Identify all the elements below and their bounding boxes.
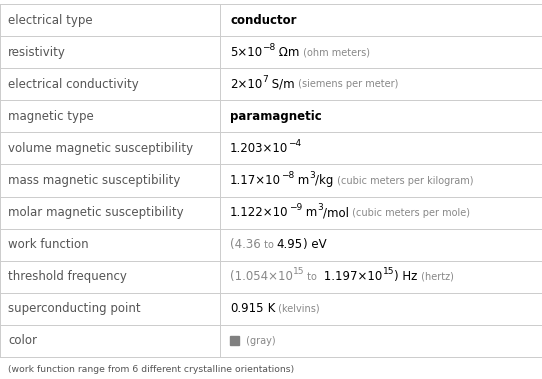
Text: −4: −4 xyxy=(288,139,301,148)
Text: work function: work function xyxy=(8,238,89,251)
Text: ) eV: ) eV xyxy=(303,238,326,251)
Text: 5×10: 5×10 xyxy=(230,45,262,59)
Text: m: m xyxy=(302,206,317,219)
Text: magnetic type: magnetic type xyxy=(8,110,94,123)
Text: mass magnetic susceptibility: mass magnetic susceptibility xyxy=(8,174,180,187)
Text: K: K xyxy=(263,302,275,315)
Bar xyxy=(230,337,239,345)
Text: electrical type: electrical type xyxy=(8,14,93,27)
Text: electrical conductivity: electrical conductivity xyxy=(8,78,139,91)
Text: superconducting point: superconducting point xyxy=(8,302,140,315)
Text: (4.36: (4.36 xyxy=(230,238,261,251)
Text: to: to xyxy=(261,240,277,250)
Text: (hertz): (hertz) xyxy=(417,272,454,282)
Text: 3: 3 xyxy=(317,203,323,212)
Text: (kelvins): (kelvins) xyxy=(275,304,320,314)
Text: 1.17×10: 1.17×10 xyxy=(230,174,281,187)
Text: (siemens per meter): (siemens per meter) xyxy=(295,79,398,89)
Text: m: m xyxy=(294,174,309,187)
Text: −8: −8 xyxy=(262,43,275,52)
Text: (ohm meters): (ohm meters) xyxy=(300,47,370,57)
Text: S/m: S/m xyxy=(268,78,295,91)
Text: −9: −9 xyxy=(288,203,302,212)
Text: to: to xyxy=(305,272,320,282)
Text: color: color xyxy=(8,334,37,348)
Text: (cubic meters per kilogram): (cubic meters per kilogram) xyxy=(334,175,473,185)
Text: /mol: /mol xyxy=(323,206,349,219)
Text: (1.054×10: (1.054×10 xyxy=(230,270,293,283)
Text: 4.95: 4.95 xyxy=(277,238,303,251)
Text: 0.915: 0.915 xyxy=(230,302,263,315)
Text: resistivity: resistivity xyxy=(8,45,66,59)
Text: ) Hz: ) Hz xyxy=(394,270,417,283)
Text: /kg: /kg xyxy=(315,174,334,187)
Text: molar magnetic susceptibility: molar magnetic susceptibility xyxy=(8,206,184,219)
Text: 15: 15 xyxy=(293,268,305,276)
Text: 3: 3 xyxy=(309,171,315,180)
Text: (work function range from 6 different crystalline orientations): (work function range from 6 different cr… xyxy=(8,365,294,374)
Text: threshold frequency: threshold frequency xyxy=(8,270,127,283)
Text: −8: −8 xyxy=(281,171,294,180)
Text: 15: 15 xyxy=(383,268,394,276)
Text: paramagnetic: paramagnetic xyxy=(230,110,322,123)
Text: 7: 7 xyxy=(262,75,268,84)
Text: 1.197×10: 1.197×10 xyxy=(320,270,383,283)
Text: 1.122×10: 1.122×10 xyxy=(230,206,288,219)
Text: 2×10: 2×10 xyxy=(230,78,262,91)
Text: Ωm: Ωm xyxy=(275,45,300,59)
Text: conductor: conductor xyxy=(230,14,296,27)
Text: (cubic meters per mole): (cubic meters per mole) xyxy=(349,208,470,218)
Text: (gray): (gray) xyxy=(243,336,276,346)
Text: 1.203×10: 1.203×10 xyxy=(230,142,288,155)
Text: volume magnetic susceptibility: volume magnetic susceptibility xyxy=(8,142,193,155)
